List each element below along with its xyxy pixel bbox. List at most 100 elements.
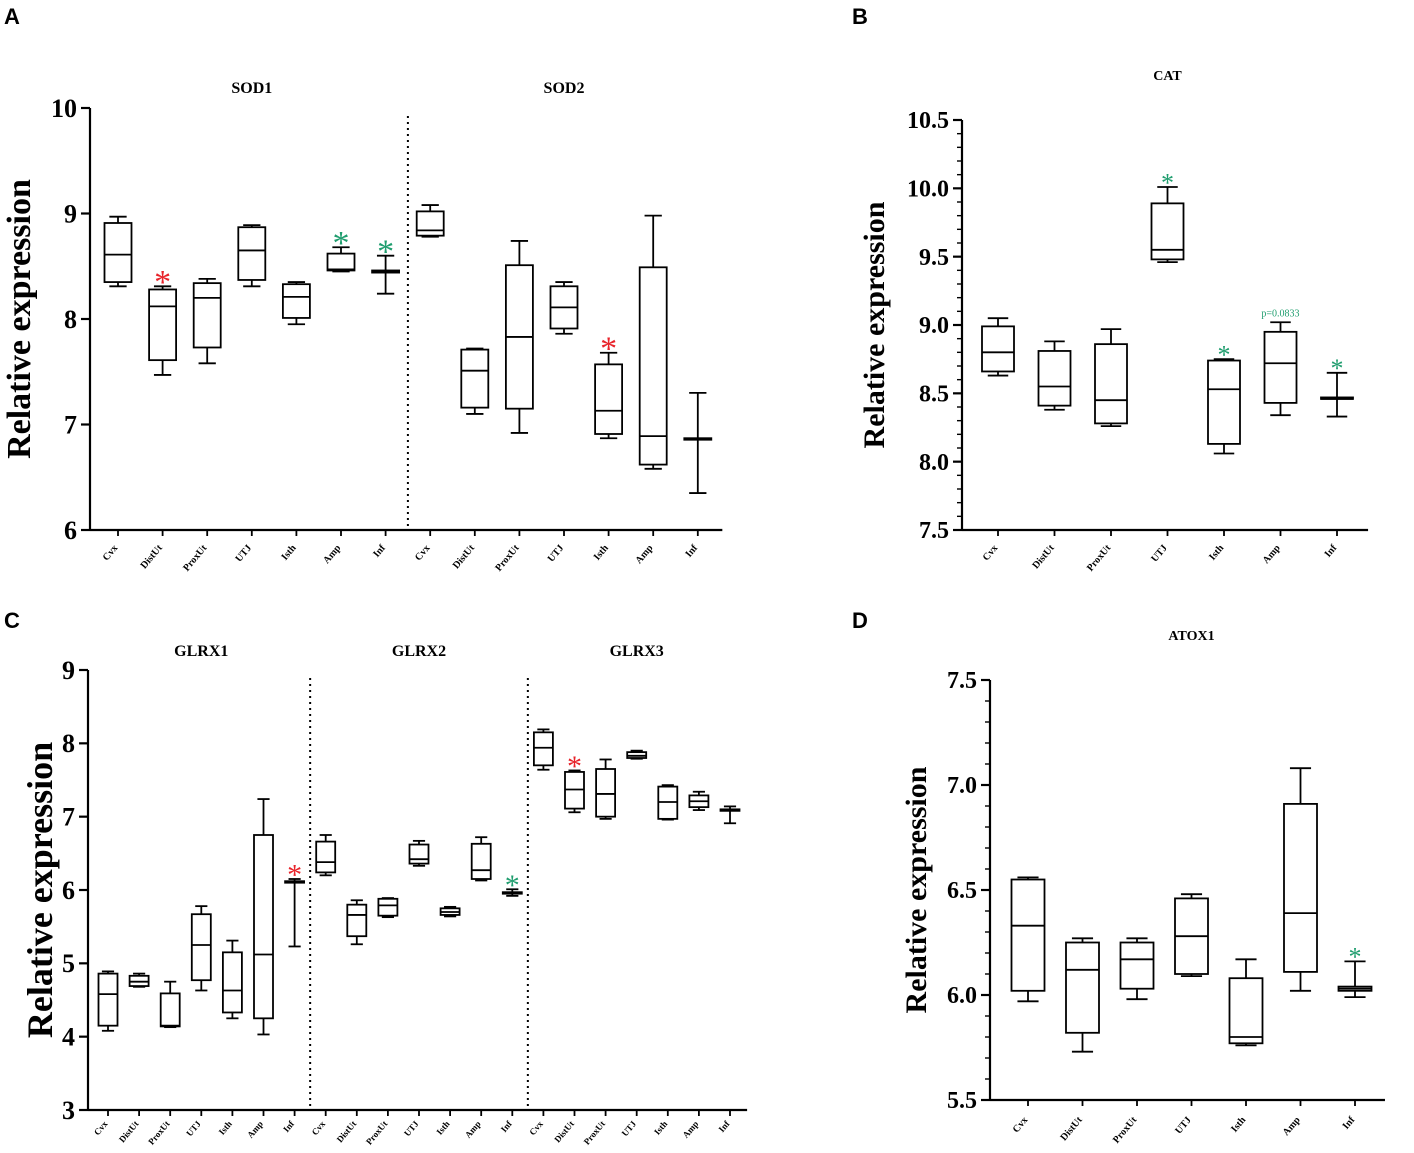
box-cat-cvx: [981, 317, 1015, 377]
iqr-box: [148, 288, 178, 362]
significance-star: *: [1218, 340, 1231, 369]
iqr-box: [594, 363, 623, 435]
y-tick-label: 9: [64, 199, 77, 228]
y-tick-label: 6.5: [947, 878, 977, 904]
iqr-box: [1094, 343, 1128, 425]
iqr-box: [315, 840, 337, 874]
panel-letter-c: C: [4, 608, 20, 633]
box-sod1-cvx: [103, 215, 133, 288]
x-tick-label: Isth: [434, 1119, 451, 1137]
x-tick-label: DistUt: [335, 1119, 359, 1145]
x-tick-label: Cvx: [981, 543, 1001, 563]
y-tick-label: 7.5: [919, 518, 949, 544]
iqr-box: [415, 210, 445, 237]
box-sod2-amp: [638, 214, 668, 470]
y-axis-title: Relative expression: [1, 179, 38, 459]
group-title: ATOX1: [1168, 629, 1214, 644]
x-tick-label: ProxUt: [1111, 1114, 1140, 1145]
x-tick-label: DistUt: [552, 1119, 576, 1145]
box-cat-utj: [1150, 186, 1185, 264]
y-tick-label: 5: [62, 949, 75, 978]
iqr-box: [638, 266, 668, 466]
x-tick-label: DistUt: [1059, 1114, 1086, 1143]
panel-letter-b: B: [852, 4, 868, 29]
box-sod2-isth: [594, 351, 623, 440]
x-tick-label: Inf: [371, 542, 388, 559]
y-axis-title: Relative expression: [900, 766, 933, 1013]
x-tick-label: Amp: [681, 1119, 701, 1140]
box-atox1-cvx: [1010, 876, 1046, 1003]
box-sod1-utj: [237, 224, 267, 288]
box-glrx1-proxut: [159, 980, 181, 1029]
box-sod2-utj: [549, 281, 579, 335]
y-tick-label: 8: [64, 305, 77, 334]
x-tick-label: UTJ: [620, 1118, 639, 1138]
box-atox1-distut: [1065, 937, 1100, 1053]
box-cat-isth: [1207, 358, 1241, 455]
iqr-box: [1207, 359, 1241, 445]
iqr-box: [326, 252, 356, 272]
panel-d: 5.5 6.0 6.5 7.0 7.5 Relative expression Cvx Dis…: [900, 629, 1385, 1146]
y-tick-label: 9: [62, 656, 75, 685]
x-tick-label: UTJ: [1149, 543, 1170, 565]
x-tick-label: Inf: [716, 1118, 732, 1134]
box-atox1-inf: [1337, 960, 1373, 998]
x-tick-label: Cvx: [101, 543, 121, 563]
box-glrx3-proxut: [595, 758, 616, 820]
iqr-box: [1150, 202, 1185, 261]
x-tick-label: DistUt: [1031, 542, 1058, 571]
y-tick-label: 9.5: [919, 245, 949, 271]
box-sod2-cvx: [415, 204, 445, 238]
x-tick-label: ProxUt: [1085, 542, 1114, 573]
panel-letter-d: D: [852, 608, 868, 633]
significance-star: *: [600, 331, 617, 368]
x-tick-label: Cvx: [92, 1118, 110, 1137]
x-tick-label: Inf: [499, 1118, 515, 1134]
box-cat-distut: [1037, 340, 1072, 411]
significance-star: *: [333, 225, 350, 262]
x-tick-label: Cvx: [413, 543, 433, 563]
y-axis-title: Relative expression: [858, 201, 891, 448]
box-glrx1-cvx: [97, 970, 119, 1032]
y-tick-label: 6.0: [947, 983, 977, 1009]
x-tick-label: Isth: [217, 1119, 234, 1137]
panel-a: 6 7 8 9 10 Relative expression Cvx DistUt * ProxU…: [1, 80, 723, 574]
p-value-annotation: p=0.0833: [1261, 308, 1299, 319]
y-tick-label: 8: [62, 729, 75, 758]
box-sod2-distut: [460, 347, 490, 415]
iqr-box: [190, 913, 212, 982]
group-title: GLRX1: [174, 643, 228, 660]
y-tick-label: 6: [64, 516, 77, 545]
y-tick-label: 10.0: [907, 176, 949, 202]
box-atox1-proxut: [1119, 937, 1155, 1001]
group-title: CAT: [1153, 69, 1182, 84]
significance-star: *: [154, 264, 171, 301]
significance-star: *: [567, 750, 582, 783]
iqr-box: [1119, 941, 1155, 990]
x-tick-label: UTJ: [184, 1118, 203, 1138]
x-tick-label: Amp: [321, 543, 343, 567]
x-tick-label: Amp: [1261, 543, 1283, 567]
box-sod2-inf: [683, 391, 713, 494]
iqr-box: [408, 843, 430, 865]
x-tick-label: Cvx: [310, 1118, 328, 1137]
significance-star: *: [377, 234, 394, 271]
x-tick-label: Isth: [592, 543, 611, 563]
x-tick-label: Inf: [281, 1118, 297, 1134]
iqr-box: [1228, 977, 1264, 1045]
iqr-box: [97, 972, 119, 1027]
iqr-box: [1037, 350, 1072, 407]
x-tick-label: ProxUt: [364, 1119, 390, 1147]
box-sod1-distut: [148, 285, 178, 376]
box-sod1-inf: [371, 254, 401, 295]
box-glrx3-distut: [564, 769, 585, 814]
y-tick-label: 8.0: [919, 450, 949, 476]
box-sod1-proxut: [192, 278, 222, 365]
box-glrx3-isth: [657, 784, 679, 821]
x-tick-label: ProxUt: [493, 542, 522, 573]
group-title: GLRX2: [392, 643, 446, 660]
significance-star: *: [287, 859, 302, 892]
significance-star: *: [1349, 943, 1362, 972]
iqr-box: [377, 897, 399, 917]
